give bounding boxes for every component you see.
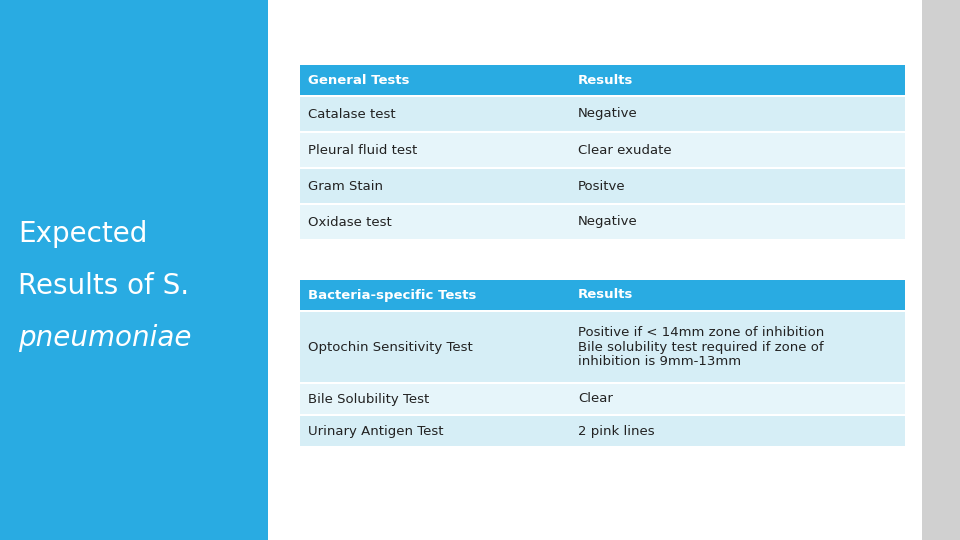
Text: inhibition is 9mm-13mm: inhibition is 9mm-13mm [578, 355, 741, 368]
Text: Expected: Expected [18, 220, 148, 248]
Bar [922, 0, 960, 540]
Text: Positve: Positve [578, 179, 626, 192]
Bar [300, 169, 905, 203]
Bar [300, 133, 905, 167]
Text: Clear: Clear [578, 393, 612, 406]
Text: pneumoniae: pneumoniae [18, 324, 191, 352]
Text: Catalase test: Catalase test [308, 107, 396, 120]
Text: Negative: Negative [578, 107, 637, 120]
Bar [300, 97, 905, 131]
Text: Positive if < 14mm zone of inhibition: Positive if < 14mm zone of inhibition [578, 326, 825, 339]
Text: Results: Results [578, 288, 634, 301]
Text: Bile Solubility Test: Bile Solubility Test [308, 393, 429, 406]
Bar [300, 312, 905, 382]
Bar [300, 280, 905, 310]
Bar [300, 384, 905, 414]
Text: Bacteria-specific Tests: Bacteria-specific Tests [308, 288, 476, 301]
Text: Results: Results [578, 73, 634, 86]
Text: Pleural fluid test: Pleural fluid test [308, 144, 418, 157]
Text: Clear exudate: Clear exudate [578, 144, 672, 157]
Text: Negative: Negative [578, 215, 637, 228]
Bar [300, 205, 905, 239]
Text: Gram Stain: Gram Stain [308, 179, 383, 192]
Text: Urinary Antigen Test: Urinary Antigen Test [308, 424, 444, 437]
Bar [300, 416, 905, 446]
Text: Results of S.: Results of S. [18, 272, 189, 300]
Bar [300, 65, 905, 95]
Text: Oxidase test: Oxidase test [308, 215, 392, 228]
Bar [0, 0, 268, 540]
Text: Optochin Sensitivity Test: Optochin Sensitivity Test [308, 341, 472, 354]
Text: 2 pink lines: 2 pink lines [578, 424, 655, 437]
Text: Bile solubility test required if zone of: Bile solubility test required if zone of [578, 341, 824, 354]
Text: General Tests: General Tests [308, 73, 410, 86]
